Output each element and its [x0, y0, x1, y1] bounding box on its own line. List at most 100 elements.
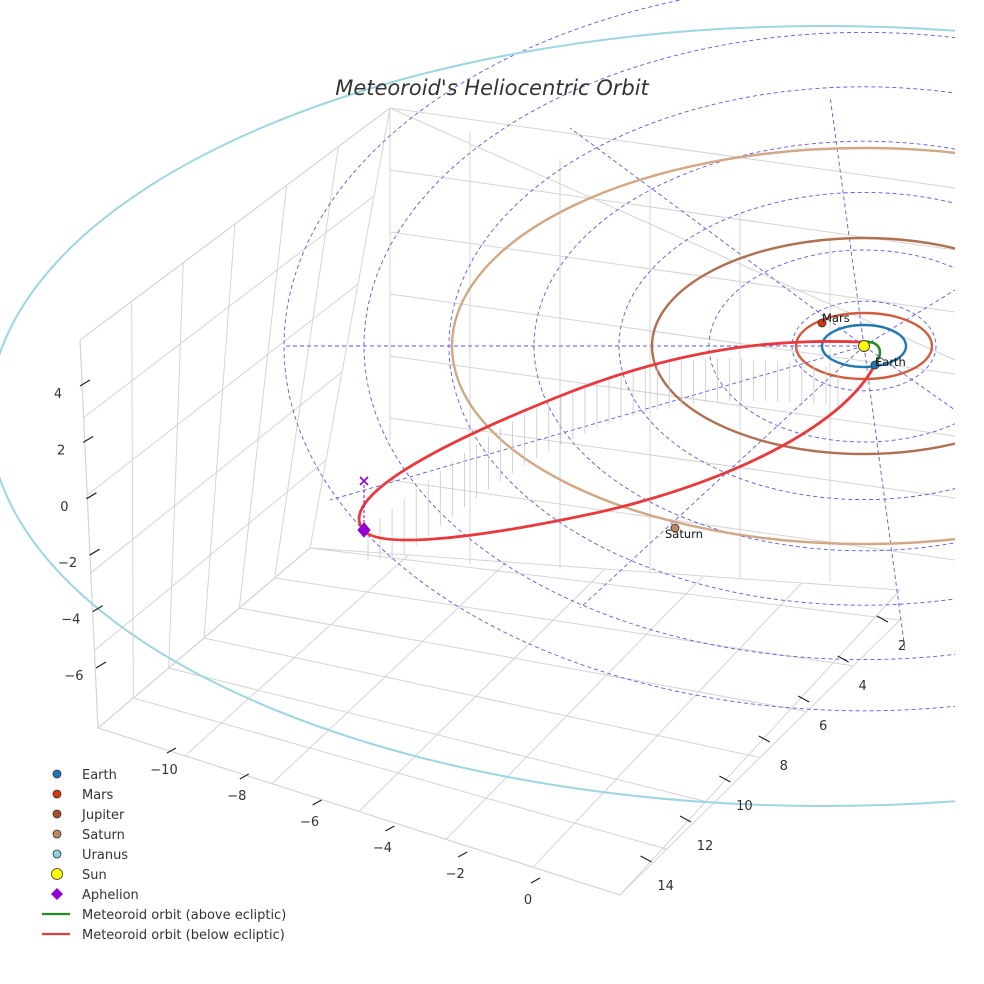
z-tick-mark [79, 379, 91, 387]
x-tick-mark [457, 851, 468, 858]
orbit-earth [820, 323, 908, 369]
legend-label: Earth [82, 768, 117, 783]
y-tick-mark [679, 815, 692, 823]
celestial-bodies: Earth Mars Saturn [357, 311, 906, 541]
x-tick-label: −2 [446, 867, 465, 882]
y-tick-mark [758, 735, 771, 743]
legend-label: Mars [82, 788, 114, 803]
x-tick-label: 0 [524, 893, 532, 908]
floor-grid-b-1 [184, 554, 409, 757]
legend-item: Jupiter [52, 808, 125, 823]
planet-earth-label: Earth [875, 355, 906, 369]
y-tick-mark [719, 775, 731, 783]
orbit-drop-lines [367, 358, 839, 560]
y-tick-label: 4 [858, 679, 866, 694]
z-tick-mark [82, 435, 94, 443]
z-tick-label: −4 [61, 613, 80, 628]
sun-marker [858, 340, 870, 352]
y-tick-mark [837, 655, 849, 663]
z-tick-label: 4 [54, 387, 62, 402]
legend-label: Sun [82, 868, 107, 883]
z-tick-mark [86, 492, 97, 500]
floor-grid-a-3 [203, 637, 761, 758]
ecliptic-spoke-2 [829, 95, 865, 347]
legend-item: Aphelion [51, 888, 139, 903]
x-tick-mark [239, 773, 250, 780]
back-hgrid-5 [389, 417, 956, 499]
floor-grid-a-2 [168, 667, 714, 804]
wall-vgrid-5 [274, 146, 339, 579]
legend-item: Saturn [52, 828, 125, 843]
legend-marker-swatch [52, 789, 62, 799]
z-tick-label: −2 [58, 556, 77, 571]
y-tick-label: 12 [697, 839, 714, 854]
ecliptic-spoke-6 [579, 345, 865, 609]
planet-mars-marker [817, 318, 827, 328]
back-hgrid-1 [389, 169, 956, 251]
box-edge-3 [389, 107, 956, 361]
floor-grid-a-4 [239, 607, 807, 713]
aphelion-projection-marker [359, 476, 369, 486]
wall-vgrid-3 [203, 223, 236, 639]
x-tick-mark [385, 825, 395, 832]
floor-grid-b-3 [358, 568, 606, 812]
orbit-jupiter [650, 236, 955, 456]
legend-item: Meteoroid orbit (below ecliptic) [42, 928, 285, 943]
y-tick-mark [640, 855, 652, 863]
legend-marker-swatch [52, 829, 62, 839]
y-tick-mark [876, 615, 889, 623]
z-tick-mark [92, 605, 104, 613]
legend-item: Uranus [52, 848, 128, 863]
ecliptic-ring-3 [533, 140, 955, 552]
ecliptic-polar-grid [283, 0, 955, 712]
y-tick-label: 2 [898, 639, 906, 654]
z-tick-mark [95, 661, 107, 669]
wall-hgrid-2 [86, 283, 359, 496]
y-tick-label: 10 [736, 799, 753, 814]
legend-marker-swatch [52, 849, 62, 859]
back-hgrid-4 [389, 355, 956, 437]
back-hgrid-2 [389, 231, 956, 313]
legend-item: Mars [52, 788, 114, 803]
wall-hgrid-3 [90, 371, 343, 574]
y-tick-label: 6 [819, 719, 827, 734]
y-tick-label: 8 [780, 759, 788, 774]
meteoroid-orbit-below-ecliptic [357, 340, 878, 542]
ecliptic-ring-6 [283, 0, 955, 712]
legend-marker-swatch [52, 769, 62, 779]
orbit-saturn [450, 146, 955, 546]
legend: Earth Mars Jupiter Saturn Uranus Sun Aphelion M… [42, 768, 286, 943]
x-tick-label: −6 [300, 815, 319, 830]
legend-diamond-swatch [51, 888, 63, 900]
ecliptic-spoke-1 [569, 127, 865, 347]
z-tick-label: −6 [64, 669, 83, 684]
x-tick-mark [530, 877, 541, 884]
ecliptic-spoke-3 [863, 289, 955, 347]
wall-hgrid-0 [79, 107, 391, 341]
legend-label: Jupiter [81, 808, 125, 823]
chart-title: Meteoroid's Heliocentric Orbit [335, 76, 649, 100]
z-tick-label: 2 [57, 443, 65, 458]
orbit-uranus [0, 25, 955, 807]
legend-label: Aphelion [82, 888, 139, 903]
floor-grid-b-6 [619, 589, 901, 896]
floor-grid-b-5 [532, 582, 803, 868]
floor-grid-a-6 [309, 547, 901, 621]
z-tick-mark [89, 548, 100, 556]
floor-grid-a-1 [133, 697, 667, 850]
z-tick-label: 0 [60, 500, 68, 515]
planet-saturn-marker [670, 523, 680, 533]
planet-saturn-label: Saturn [665, 527, 703, 541]
floor-grid-b-2 [271, 561, 508, 785]
planet-orbits [0, 25, 955, 807]
aphelion-marker [357, 522, 371, 538]
legend-label: Saturn [82, 828, 125, 843]
wall-vgrid-0 [79, 339, 99, 729]
planet-earth-marker [870, 360, 880, 370]
ecliptic-spoke-4 [863, 345, 955, 411]
ecliptic-spoke-7 [329, 345, 865, 501]
wall-vgrid-4 [238, 185, 288, 609]
wall-vgrid-1 [131, 301, 134, 699]
y-axis: 2 4 6 8 10 12 14 [640, 615, 906, 894]
